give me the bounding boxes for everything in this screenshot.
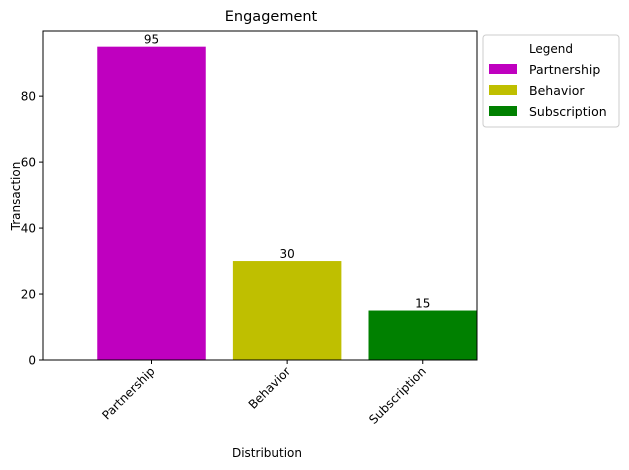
legend-swatch-behavior (489, 85, 517, 95)
legend: Legend Partnership Behavior Subscription (482, 34, 620, 128)
x-tick-label-partnership: Partnership (99, 364, 157, 422)
legend-swatch-partnership (489, 64, 517, 74)
chart-title: Engagement (225, 9, 318, 25)
legend-box (482, 34, 620, 128)
bar-subscription (368, 310, 477, 360)
data-label-behavior: 30 (279, 247, 294, 261)
legend-swatch-subscription (489, 106, 517, 116)
data-label-partnership: 95 (144, 33, 159, 47)
x-axis-label: Distribution (232, 446, 302, 460)
x-axis: Partnership Behavior Subscription (99, 360, 429, 427)
bar-partnership (97, 46, 206, 361)
data-labels-group: 95 30 15 (144, 33, 431, 311)
y-tick-label: 0 (28, 354, 36, 368)
y-tick-label: 80 (21, 90, 36, 104)
legend-entry-partnership: Partnership (529, 62, 600, 77)
y-tick-label: 60 (21, 156, 36, 170)
data-label-subscription: 15 (415, 297, 430, 311)
y-axis: 0 20 40 60 80 (21, 90, 43, 368)
x-tick-label-behavior: Behavior (246, 364, 294, 412)
x-tick-label-subscription: Subscription (366, 364, 429, 427)
legend-title: Legend (529, 42, 573, 56)
plot-frame (42, 30, 478, 361)
legend-entry-behavior: Behavior (529, 83, 585, 98)
legend-entry-subscription: Subscription (529, 104, 607, 119)
y-axis-label: Transaction (9, 162, 23, 232)
bars-group (97, 46, 477, 361)
y-tick-label: 40 (21, 222, 36, 236)
bar-behavior (232, 261, 342, 360)
y-tick-label: 20 (21, 288, 36, 302)
